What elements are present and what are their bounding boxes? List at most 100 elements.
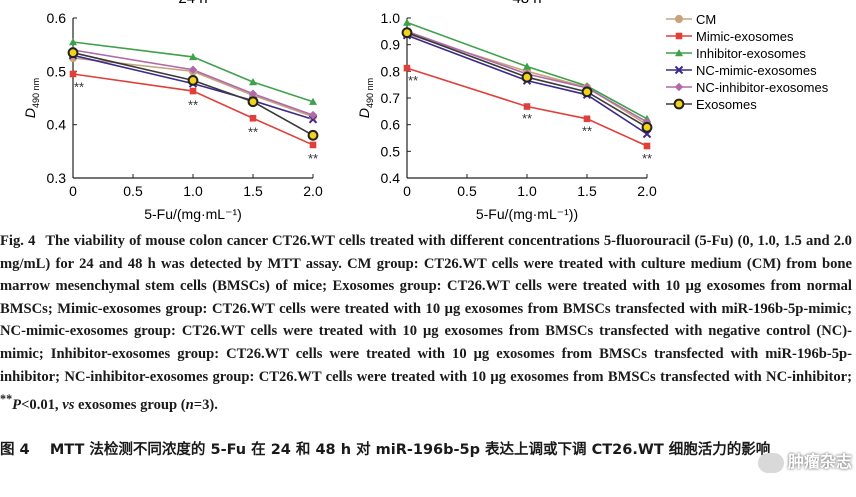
chart-title: 24 h	[178, 0, 207, 7]
data-point-exosomes	[307, 129, 319, 141]
data-point-nc-mimic-exosomes	[308, 115, 318, 124]
legend-label-nc-mimic-exosomes: NC-mimic-exosomes	[696, 63, 817, 78]
legend-marker-cm	[674, 14, 684, 24]
data-point-mimic-exosomes	[309, 141, 317, 149]
significance-mark: **	[248, 125, 258, 140]
series-line-nc-mimic-exosomes	[406, 34, 648, 135]
series-line-nc-inhibitor-exosomes	[406, 30, 648, 123]
caption-figure-label: Fig. 4	[0, 233, 36, 249]
data-point-exosomes	[581, 86, 593, 98]
y-axis-label-main: D	[22, 108, 38, 118]
series-line-exosomes	[72, 51, 314, 137]
data-point-mimic-exosomes	[643, 142, 651, 150]
y-tick-label: 0.6	[381, 117, 401, 133]
data-point-inhibitor-exosomes	[189, 52, 197, 61]
x-tick-label: 0.5	[457, 183, 477, 199]
data-point-exosomes	[247, 96, 259, 108]
significance-mark: **	[408, 73, 418, 88]
y-axis-label-sub: 490 nm	[31, 78, 41, 108]
significance-mark: **	[188, 97, 198, 112]
data-point-mimic-exosomes	[189, 87, 197, 95]
watermark-text: 肿瘤杂志	[787, 452, 852, 471]
caption-chinese: 图 4 MTT 法检测不同浓度的 5-Fu 在 24 和 48 h 对 miR-…	[0, 440, 852, 461]
y-axis-label-main: D	[356, 108, 372, 118]
series-line-mimic-exosomes	[72, 73, 314, 146]
x-axis-label: 5-Fu/(mg·mL⁻¹)	[144, 206, 242, 222]
wechat-icon	[757, 452, 784, 473]
data-point-exosomes	[187, 75, 199, 86]
data-point-exosomes	[521, 71, 533, 83]
significance-mark: **	[582, 123, 592, 138]
caption-tail: exosomes group (	[74, 397, 186, 414]
data-point-inhibitor-exosomes	[309, 97, 317, 105]
y-tick-label: 0.5	[381, 143, 401, 159]
data-point-exosomes	[401, 27, 413, 39]
legend-label-inhibitor-exosomes: Inhibitor-exosomes	[696, 46, 806, 61]
series-line-inhibitor-exosomes	[72, 41, 314, 103]
data-point-nc-inhibitor-exosomes	[188, 65, 198, 74]
legend-marker-exosomes	[673, 98, 685, 110]
series-line-inhibitor-exosomes	[406, 21, 648, 120]
x-tick-label: 1.5	[577, 183, 597, 199]
caption-sig-mark: **	[0, 392, 13, 407]
legend-label-exosomes: Exosomes	[696, 97, 757, 112]
y-tick-label: 0.3	[47, 170, 67, 186]
series-line-exosomes	[406, 31, 648, 129]
significance-mark: **	[522, 111, 532, 126]
data-point-mimic-exosomes	[583, 115, 591, 123]
x-tick-label: 2.0	[303, 183, 323, 199]
x-tick-label: 0.5	[123, 183, 143, 199]
x-axis-label: 5-Fu/(mg·mL⁻¹))	[476, 206, 578, 222]
significance-mark: **	[308, 151, 318, 166]
x-tick-label: 1.0	[183, 183, 203, 199]
data-point-nc-inhibitor-exosomes	[308, 110, 318, 120]
y-axis-label-sub: 490 nm	[365, 78, 375, 108]
x-tick-label: 1.5	[243, 183, 263, 199]
data-point-mimic-exosomes	[403, 64, 411, 72]
figure-charts: 24 h 0.3 0.4 0.5 0.6 0 0.5 1.0 1.5 2.0 5-Fu/(mg·mL…	[22, 0, 829, 222]
caption-vs: vs	[62, 397, 75, 414]
caption-english: Fig. 4 The viability of mouse colon canc…	[0, 230, 852, 417]
data-point-inhibitor-exosomes	[403, 18, 411, 26]
caption-n-label: n	[185, 397, 194, 414]
series-line-nc-mimic-exosomes	[72, 54, 314, 121]
data-point-nc-inhibitor-exosomes	[248, 89, 258, 98]
y-tick-label: 0.7	[381, 90, 401, 106]
caption-n-value: =3).	[193, 397, 218, 414]
legend-label-cm: CM	[696, 12, 716, 27]
y-axis-label: D490 nm	[356, 78, 375, 118]
y-tick-label: 0.6	[47, 10, 67, 26]
data-point-inhibitor-exosomes	[249, 78, 257, 86]
chart-panel-1: 48 h 0.4 0.5 0.6 0.7 0.8 0.9 1.0 0 0.5 1.0 1.5 2.0 5-…	[356, 0, 657, 222]
data-point-inhibitor-exosomes	[523, 62, 531, 70]
caption-cn-body: MTT 法检测不同浓度的 5-Fu 在 24 和 48 h 对 miR-196b…	[49, 442, 771, 458]
x-tick-label: 0	[69, 183, 77, 199]
legend-marker-nc-inhibitor-exosomes	[674, 82, 684, 92]
chart-panel-0: 24 h 0.3 0.4 0.5 0.6 0 0.5 1.0 1.5 2.0 5-Fu/(mg·mL…	[22, 0, 323, 222]
data-point-exosomes	[67, 47, 79, 59]
caption-p: P	[12, 397, 22, 414]
legend-label-nc-inhibitor-exosomes: NC-inhibitor-exosomes	[696, 80, 829, 95]
y-tick-label: 0.5	[47, 63, 67, 79]
legend-marker-inhibitor-exosomes	[675, 49, 683, 57]
significance-mark: **	[74, 80, 84, 95]
y-tick-label: 1.0	[381, 10, 401, 26]
caption-sig-text: <0.01,	[21, 397, 63, 414]
series-line-mimic-exosomes	[406, 67, 648, 147]
y-tick-label: 0.4	[47, 117, 67, 133]
x-tick-label: 1.0	[517, 183, 537, 199]
data-point-exosomes	[641, 121, 653, 133]
x-tick-label: 0	[403, 183, 411, 199]
y-tick-label: 0.8	[381, 63, 401, 79]
watermark: 肿瘤杂志	[757, 448, 852, 473]
data-point-mimic-exosomes	[69, 70, 77, 78]
y-tick-label: 0.9	[381, 37, 401, 53]
chart-legend: CM Mimic-exosomes Inhibitor-exosomes NC-mim…	[666, 12, 829, 112]
data-point-mimic-exosomes	[249, 114, 257, 122]
caption-body: The viability of mouse colon cancer CT26…	[0, 233, 852, 385]
legend-marker-nc-mimic-exosomes	[674, 65, 684, 75]
data-point-inhibitor-exosomes	[69, 38, 77, 46]
chart-title: 48 h	[512, 0, 541, 7]
significance-mark: **	[642, 151, 652, 166]
x-tick-label: 2.0	[637, 183, 657, 199]
